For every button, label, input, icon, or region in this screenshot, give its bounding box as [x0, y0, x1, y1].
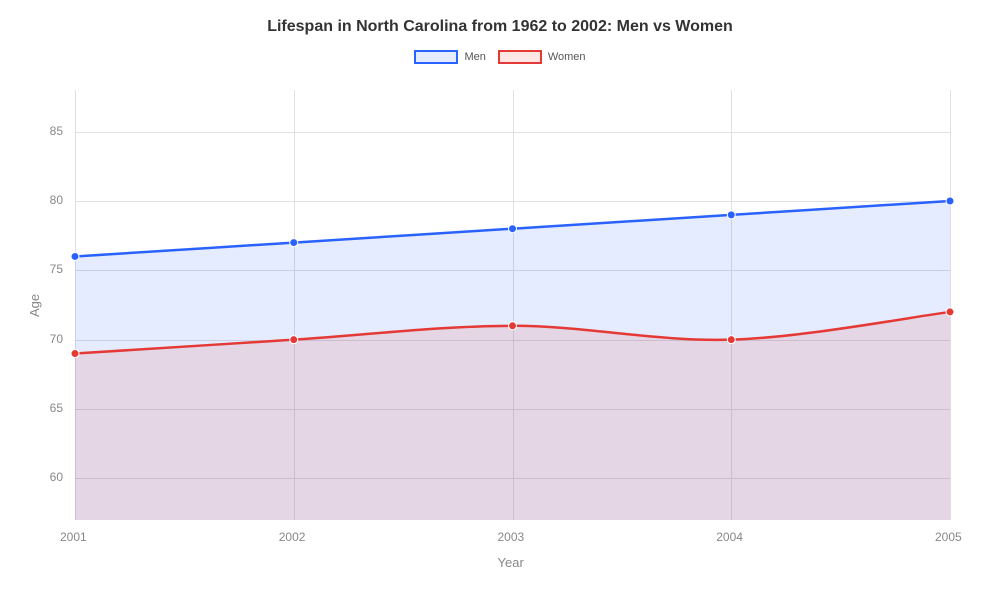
series-marker-women — [509, 322, 517, 330]
y-tick-label: 65 — [33, 401, 63, 415]
chart-container: Lifespan in North Carolina from 1962 to … — [0, 0, 1000, 600]
series-marker-women — [727, 336, 735, 344]
y-tick-label: 70 — [33, 332, 63, 346]
legend-label-women: Women — [548, 51, 586, 63]
grid-line-vertical — [950, 90, 951, 520]
legend-swatch-men — [414, 50, 458, 64]
y-tick-label: 85 — [33, 124, 63, 138]
y-tick-label: 75 — [33, 262, 63, 276]
x-tick-label: 2001 — [60, 530, 87, 544]
y-tick-label: 60 — [33, 470, 63, 484]
series-marker-men — [727, 211, 735, 219]
chart-title: Lifespan in North Carolina from 1962 to … — [0, 0, 1000, 36]
legend-item-men: Men — [414, 50, 485, 64]
series-marker-men — [290, 239, 298, 247]
legend-label-men: Men — [464, 51, 485, 63]
series-marker-men — [71, 252, 79, 260]
y-axis-label: Age — [27, 294, 42, 317]
series-marker-men — [946, 197, 954, 205]
x-tick-label: 2003 — [498, 530, 525, 544]
series-marker-women — [946, 308, 954, 316]
x-tick-label: 2004 — [716, 530, 743, 544]
x-tick-label: 2002 — [279, 530, 306, 544]
series-marker-men — [509, 225, 517, 233]
x-tick-label: 2005 — [935, 530, 962, 544]
series-svg — [75, 90, 950, 520]
series-marker-women — [290, 336, 298, 344]
plot-area: 20012002200320042005606570758085 — [75, 90, 950, 520]
y-tick-label: 80 — [33, 193, 63, 207]
legend-item-women: Women — [498, 50, 586, 64]
x-axis-label: Year — [498, 555, 524, 570]
legend: Men Women — [0, 50, 1000, 64]
legend-swatch-women — [498, 50, 542, 64]
series-marker-women — [71, 350, 79, 358]
